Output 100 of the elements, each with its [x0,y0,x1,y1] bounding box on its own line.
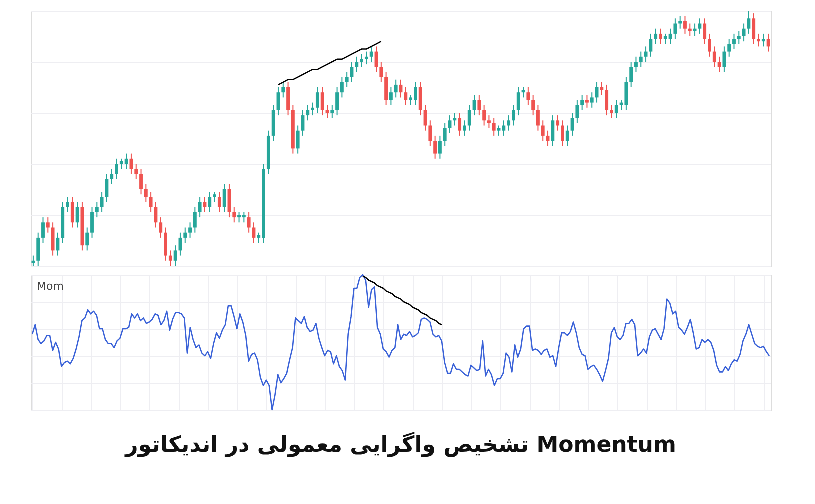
candlestick [600,82,604,96]
candlestick [105,174,109,203]
candlestick [282,82,286,98]
candlestick [418,82,422,116]
candlestick [684,16,687,34]
candlestick [355,56,359,73]
candlestick [737,30,741,45]
candlestick [492,118,496,136]
candlestick [296,125,300,154]
candlestick [311,102,315,116]
candlestick [350,62,354,83]
candlestick [556,115,560,132]
candlestick [659,28,662,45]
candlestick [654,28,658,45]
candlestick [184,227,188,244]
candlestick [614,100,618,119]
candlestick [130,153,134,175]
candlestick [36,232,40,266]
candlestick [66,196,70,213]
candlestick [218,192,222,213]
candlestick [389,87,393,106]
candlestick [434,135,438,160]
candlestick [458,112,462,136]
candlestick [718,56,722,73]
candlestick [100,192,104,213]
candlestick [752,13,756,45]
candlestick [70,196,74,228]
candlestick [380,62,384,83]
candlestick [678,16,682,30]
candlestick [566,125,570,147]
candlestick [512,104,516,126]
candlestick [198,196,202,218]
candlestick [747,10,751,34]
candlestick [336,87,340,116]
candlestick [364,51,368,66]
candlestick [551,115,555,147]
candlestick [536,104,540,132]
candlestick [134,164,138,180]
candlestick [516,87,520,116]
candlestick [51,222,55,256]
candlestick [468,104,472,132]
candlestick [576,100,580,124]
candlestick [590,92,594,108]
candlestick [438,135,442,160]
text: Mom [37,280,64,293]
candlestick [345,72,349,88]
candlestick [149,192,153,213]
candlestick [448,115,452,134]
candlestick [76,202,80,228]
candlestick [722,46,726,73]
candlestick [90,206,94,238]
candlestick [86,227,90,252]
candlestick [703,18,707,45]
candlestick [115,158,118,180]
candlestick [110,168,114,185]
candlestick [46,217,50,234]
candlestick [370,46,374,62]
candlestick [32,255,36,266]
candlestick [316,87,320,114]
candlestick [674,18,678,40]
candlestick [634,56,638,73]
candlestick [605,84,609,116]
candlestick [394,79,398,98]
candlestick [708,33,712,58]
candlestick [247,212,251,234]
candlestick [213,192,216,203]
candlestick [561,120,564,147]
candlestick [487,115,491,129]
candlestick [507,115,511,132]
candlestick [766,33,770,52]
candlestick [742,23,746,42]
candlestick [688,23,692,37]
candlestick [762,33,766,48]
candlestick [462,120,466,136]
candlestick [320,87,324,116]
candlestick [649,33,653,58]
candlestick [193,206,197,234]
candlestick [693,23,697,37]
candlestick [586,94,589,108]
candlestick [404,87,408,106]
candlestick [174,245,178,266]
text: تشخیص واگرایی معمولی در اندیکاتور Momentum [124,431,676,458]
candlestick [732,33,736,50]
candlestick [698,18,702,34]
candlestick [428,120,432,147]
candlestick [140,168,143,196]
candlestick [453,112,457,126]
candlestick [757,33,760,48]
candlestick [541,120,545,142]
candlestick [164,227,168,262]
candlestick [188,222,192,238]
candlestick [639,51,643,68]
candlestick [580,94,584,111]
candlestick [360,54,364,68]
candlestick [384,72,388,106]
candlestick [95,202,99,218]
candlestick [168,250,172,266]
candlestick [306,104,310,122]
candlestick [56,232,60,256]
candlestick [630,62,634,88]
